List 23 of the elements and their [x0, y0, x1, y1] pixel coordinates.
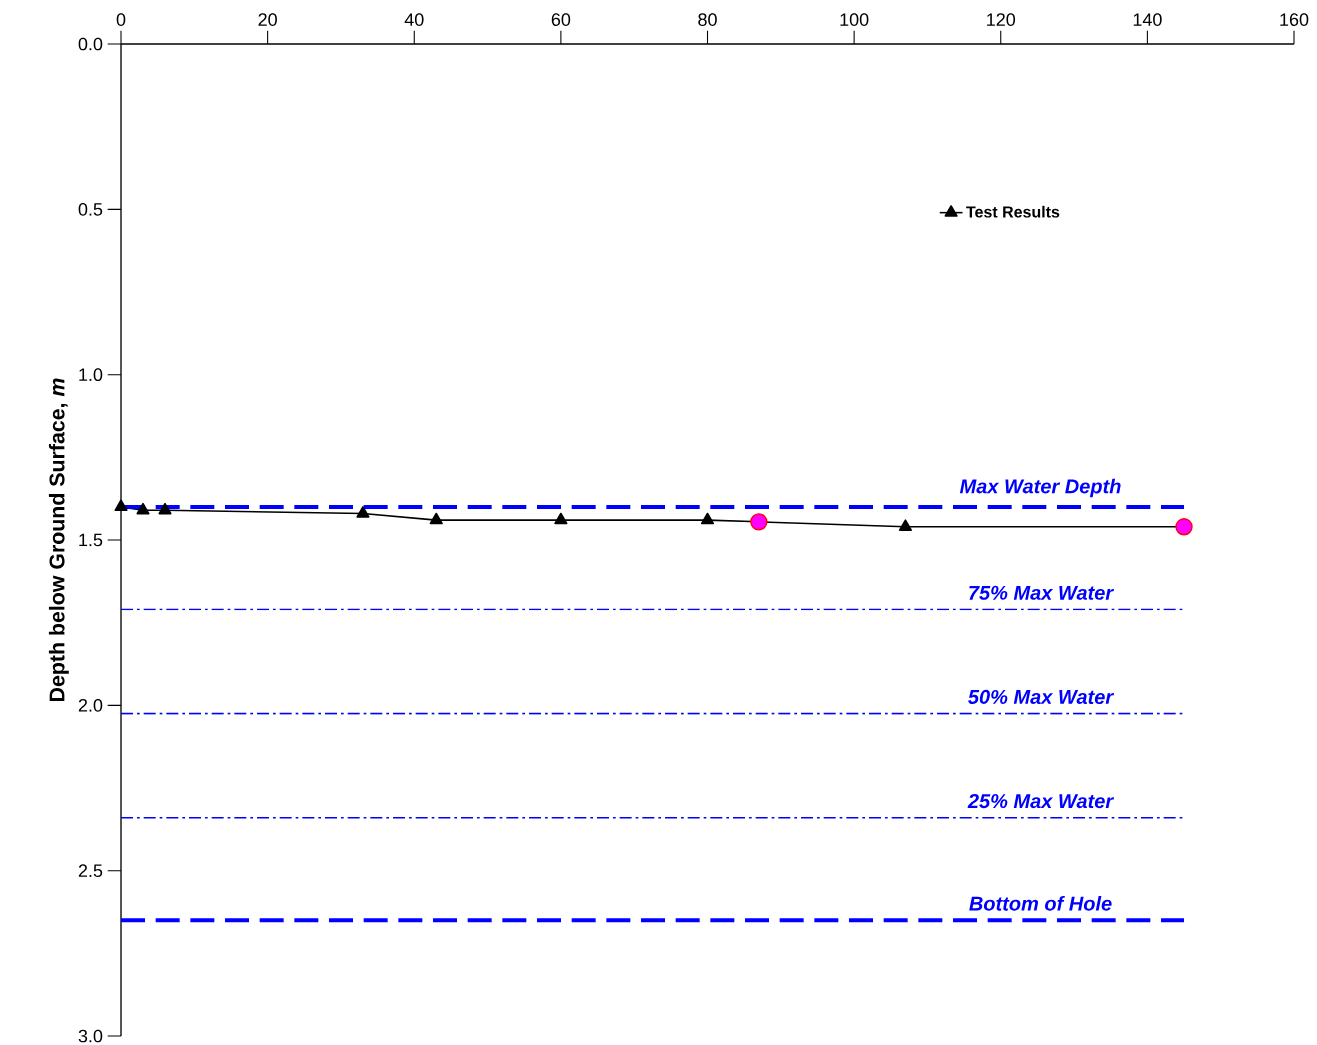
x-tick-label: 60 — [551, 13, 571, 26]
y-tick-label: 2.5 — [78, 864, 103, 878]
x-tick-label: 20 — [258, 13, 277, 26]
series-label: Max Water Depth — [959, 478, 1121, 498]
x-tick-label: 120 — [987, 13, 1016, 26]
series-label: 75% Max Water — [969, 585, 1115, 600]
y-tick-label: 1.0 — [79, 368, 103, 382]
y-tick-label: 1.5 — [79, 533, 103, 547]
x-tick-label: 40 — [404, 13, 424, 26]
series-label: 25% Max Water — [967, 794, 1115, 809]
series-label: Bottom of Hole — [969, 895, 1112, 911]
y-axis-title: Depth below Ground Surface, m — [48, 378, 69, 701]
legend-label: Test Results — [966, 205, 1060, 218]
y-tick-label: 3.0 — [78, 1029, 103, 1043]
y-tick-label: 2.0 — [78, 698, 103, 712]
x-tick-label: 0 — [116, 13, 126, 26]
y-tick-label: 0.0 — [78, 37, 103, 51]
y-tick-label: 0.5 — [78, 202, 103, 216]
x-tick-label: 80 — [698, 13, 717, 26]
x-tick-label: 160 — [1280, 13, 1309, 26]
series-label: 50% Max Water — [968, 689, 1115, 704]
x-tick-label: 100 — [840, 13, 869, 26]
x-tick-label: 140 — [1133, 13, 1162, 26]
